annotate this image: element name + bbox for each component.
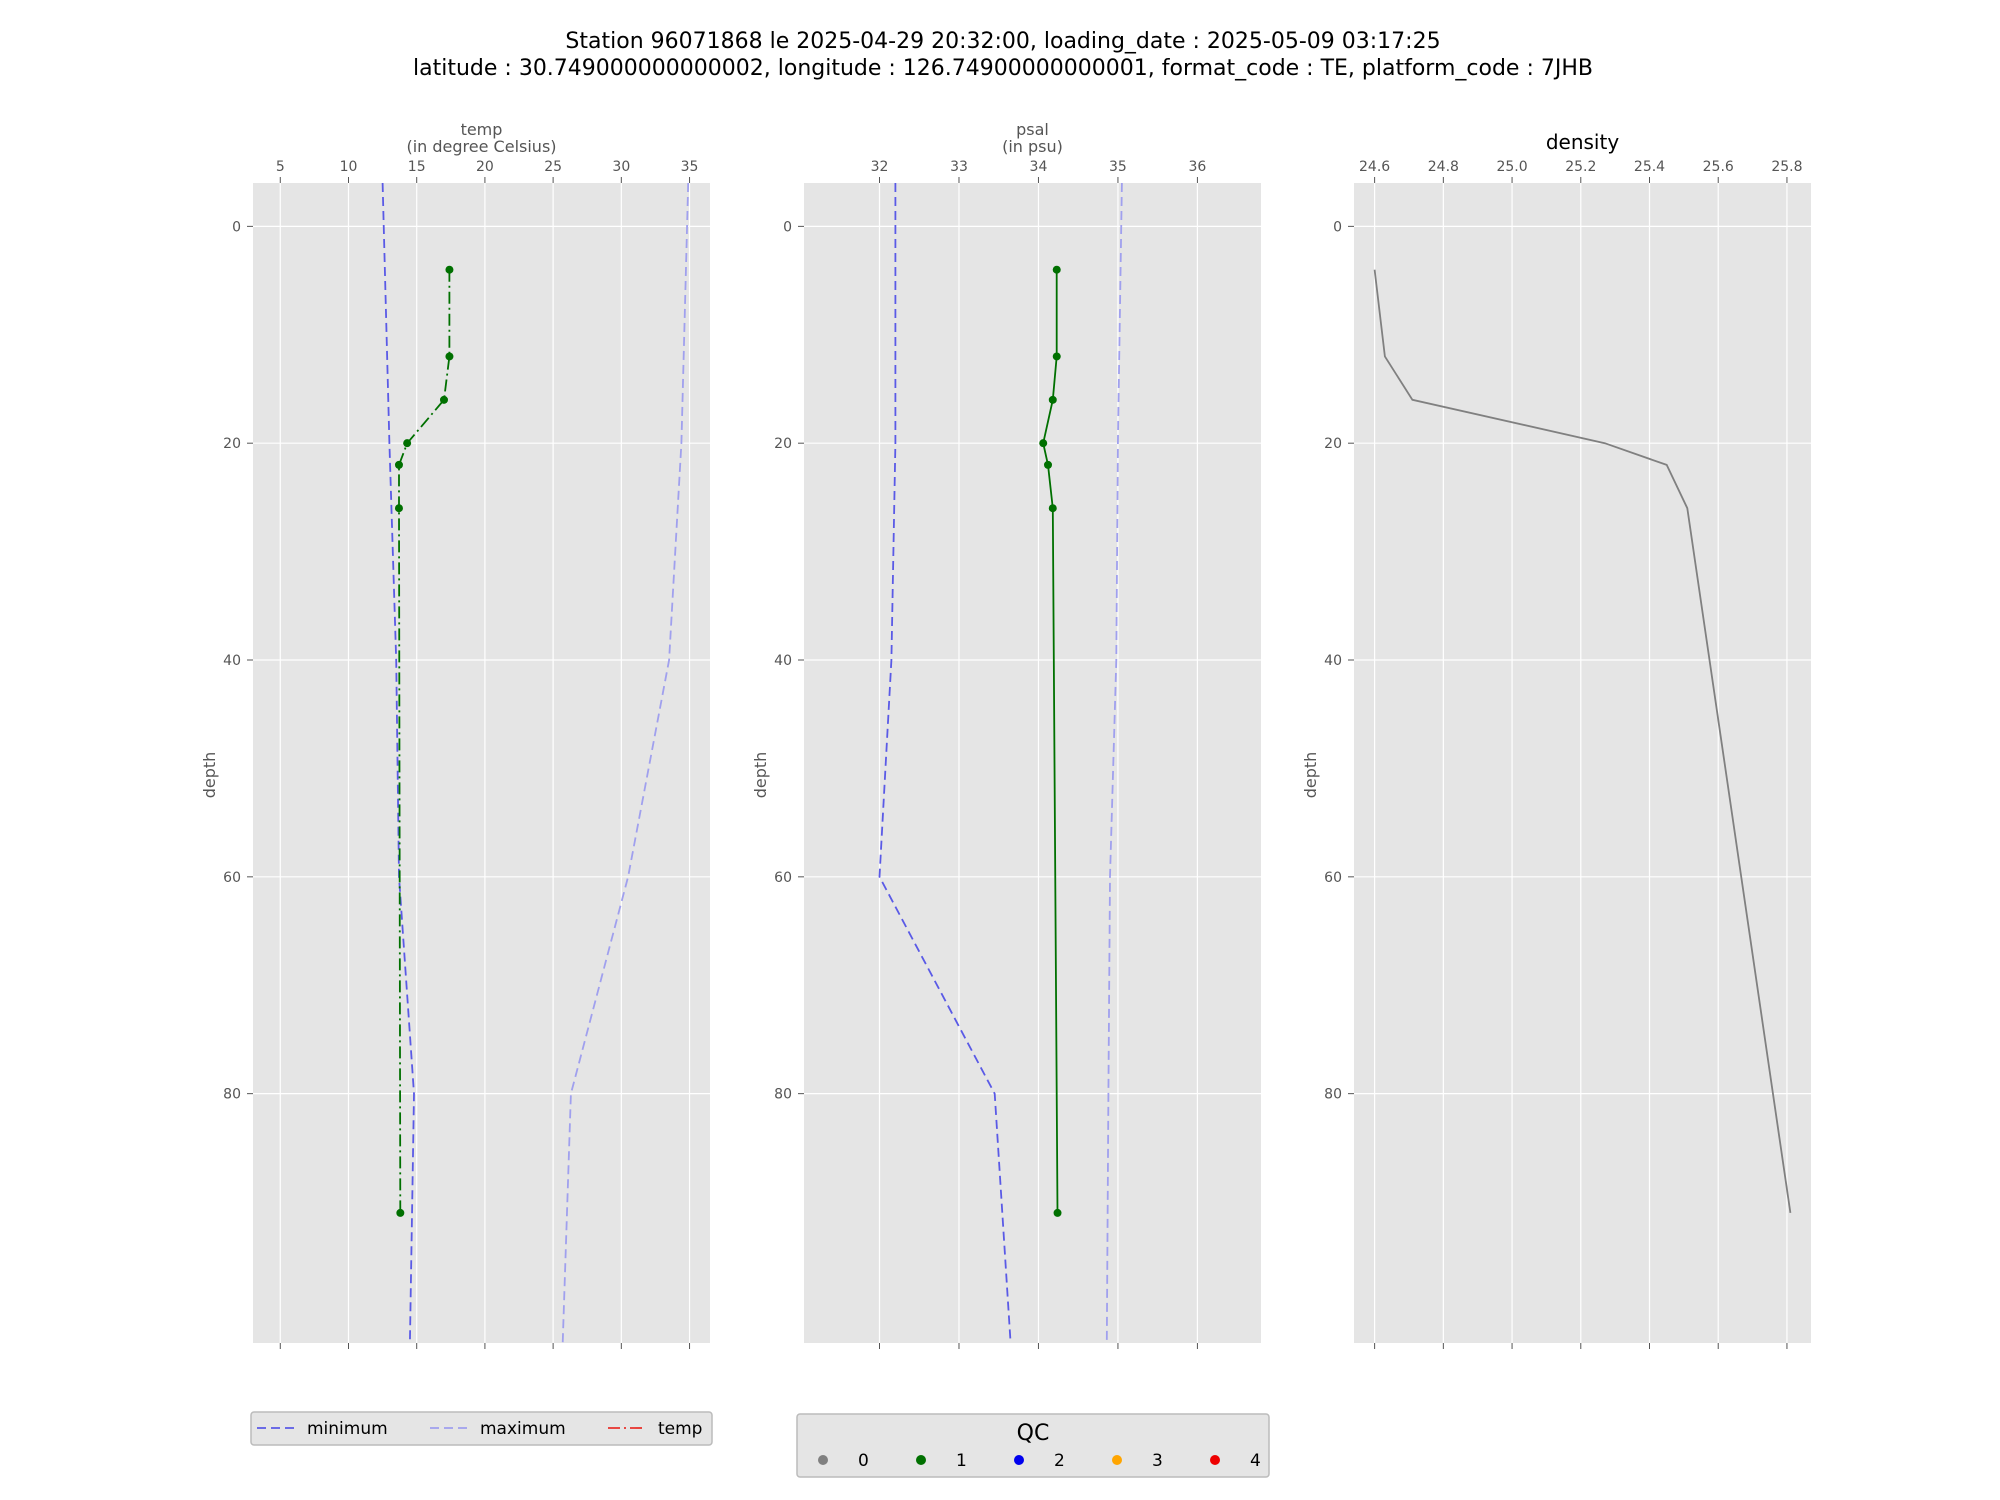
series-maximum bbox=[1105, 183, 1123, 1343]
y-tick-label: 0 bbox=[1333, 219, 1342, 235]
y-axis-label: depth bbox=[1301, 752, 1320, 799]
y-axis-label: depth bbox=[751, 752, 770, 799]
y-tick-label: 80 bbox=[774, 1087, 792, 1103]
figure-title-line2: latitude : 30.749000000000002, longitude… bbox=[413, 56, 1593, 81]
panel-1: 5 10 15 20 25 30 35 0 20 40 60 80 temp(in degree Cel… bbox=[200, 120, 710, 1349]
data-point-temp bbox=[396, 1208, 405, 1217]
panels: 5 10 15 20 25 30 35 0 20 40 60 80 temp(in degree Cel… bbox=[200, 120, 1811, 1349]
qc-label-0: 0 bbox=[858, 1451, 869, 1471]
qc-label-4: 4 bbox=[1250, 1451, 1261, 1471]
qc-marker-2 bbox=[1014, 1455, 1024, 1465]
panel-3: 24.6 24.8 25.0 25.2 25.4 25.6 25.8 0 20 40 60 80 den… bbox=[1301, 130, 1811, 1349]
qc-legend-frame bbox=[796, 1413, 1270, 1478]
y-tick-label: 20 bbox=[223, 436, 241, 452]
data-point-psal bbox=[1048, 395, 1057, 404]
legend-label-minimum: minimum bbox=[307, 1419, 388, 1439]
x-tick-label: 25.4 bbox=[1634, 159, 1665, 175]
data-point-psal bbox=[1052, 352, 1061, 361]
qc-marker-1 bbox=[916, 1455, 926, 1465]
x-tick-label: 20 bbox=[476, 159, 494, 175]
legend-label-temp: temp bbox=[658, 1419, 702, 1439]
qc-label-2: 2 bbox=[1054, 1451, 1065, 1471]
legend-label-maximum: maximum bbox=[480, 1419, 566, 1439]
figure-title-line1: Station 96071868 le 2025-04-29 20:32:00,… bbox=[565, 29, 1440, 54]
series-minimum bbox=[878, 183, 1012, 1343]
plot-background bbox=[253, 183, 710, 1343]
series-minimum bbox=[381, 183, 415, 1343]
x-tick-label: 5 bbox=[276, 159, 285, 175]
series-group bbox=[1373, 269, 1792, 1214]
series-maximum bbox=[561, 183, 690, 1343]
y-tick-label: 80 bbox=[1324, 1087, 1342, 1103]
qc-label-3: 3 bbox=[1152, 1451, 1163, 1471]
panel-title: temp bbox=[461, 120, 503, 139]
x-tick-label: 25.8 bbox=[1771, 159, 1802, 175]
x-tick-label: 25.6 bbox=[1703, 159, 1734, 175]
x-tick-label: 25.0 bbox=[1496, 159, 1527, 175]
series-density bbox=[1373, 269, 1792, 1214]
data-point-psal bbox=[1043, 460, 1052, 469]
panel-2: 32 33 34 35 36 0 20 40 60 80 psal(in psu) depth bbox=[751, 120, 1261, 1349]
panel-title: psal bbox=[1016, 120, 1049, 139]
y-tick-label: 0 bbox=[783, 219, 792, 235]
data-point-temp bbox=[439, 395, 448, 404]
x-tick-label: 35 bbox=[1109, 159, 1127, 175]
data-point-temp bbox=[394, 504, 403, 513]
x-tick-label: 32 bbox=[871, 159, 889, 175]
x-tick-label: 35 bbox=[681, 159, 699, 175]
y-tick-label: 80 bbox=[223, 1087, 241, 1103]
y-tick-label: 40 bbox=[1324, 653, 1342, 669]
qc-marker-0 bbox=[818, 1455, 828, 1465]
data-point-psal bbox=[1048, 504, 1057, 513]
x-tick-label: 24.6 bbox=[1359, 159, 1390, 175]
qc-legend-title: QC bbox=[1017, 1421, 1050, 1446]
y-tick-label: 60 bbox=[774, 870, 792, 886]
y-tick-label: 60 bbox=[223, 870, 241, 886]
x-tick-label: 36 bbox=[1189, 159, 1207, 175]
x-tick-label: 30 bbox=[612, 159, 630, 175]
qc-marker-3 bbox=[1112, 1455, 1122, 1465]
qc-label-1: 1 bbox=[956, 1451, 967, 1471]
data-point-temp bbox=[445, 265, 454, 274]
legend-frame bbox=[250, 1411, 713, 1446]
panel-title: (in psu) bbox=[1002, 137, 1063, 156]
y-tick-label: 20 bbox=[1324, 436, 1342, 452]
legend-qc: QC 0 1 2 3 4 bbox=[796, 1413, 1270, 1478]
y-tick-label: 0 bbox=[232, 219, 241, 235]
data-point-psal bbox=[1039, 439, 1048, 448]
y-tick-label: 40 bbox=[774, 653, 792, 669]
panel-title: (in degree Celsius) bbox=[406, 137, 556, 156]
plot-background bbox=[1354, 183, 1811, 1343]
x-tick-label: 34 bbox=[1030, 159, 1048, 175]
series-group bbox=[878, 183, 1123, 1343]
data-point-psal bbox=[1053, 1208, 1062, 1217]
y-axis-label: depth bbox=[200, 752, 219, 799]
qc-marker-4 bbox=[1210, 1455, 1220, 1465]
plot-background bbox=[804, 183, 1261, 1343]
x-tick-label: 15 bbox=[408, 159, 426, 175]
x-tick-label: 25.2 bbox=[1565, 159, 1596, 175]
legend-temp: minimum maximum temp bbox=[250, 1411, 713, 1446]
data-point-temp bbox=[394, 460, 403, 469]
series-group bbox=[381, 183, 690, 1343]
panel-title: density bbox=[1546, 130, 1619, 154]
y-tick-label: 40 bbox=[223, 653, 241, 669]
data-point-psal bbox=[1052, 265, 1061, 274]
data-point-temp bbox=[445, 352, 454, 361]
x-tick-label: 10 bbox=[340, 159, 358, 175]
y-tick-label: 20 bbox=[774, 436, 792, 452]
x-tick-label: 33 bbox=[950, 159, 968, 175]
x-tick-label: 24.8 bbox=[1428, 159, 1459, 175]
y-tick-label: 60 bbox=[1324, 870, 1342, 886]
data-point-temp bbox=[403, 439, 412, 448]
x-tick-label: 25 bbox=[544, 159, 562, 175]
